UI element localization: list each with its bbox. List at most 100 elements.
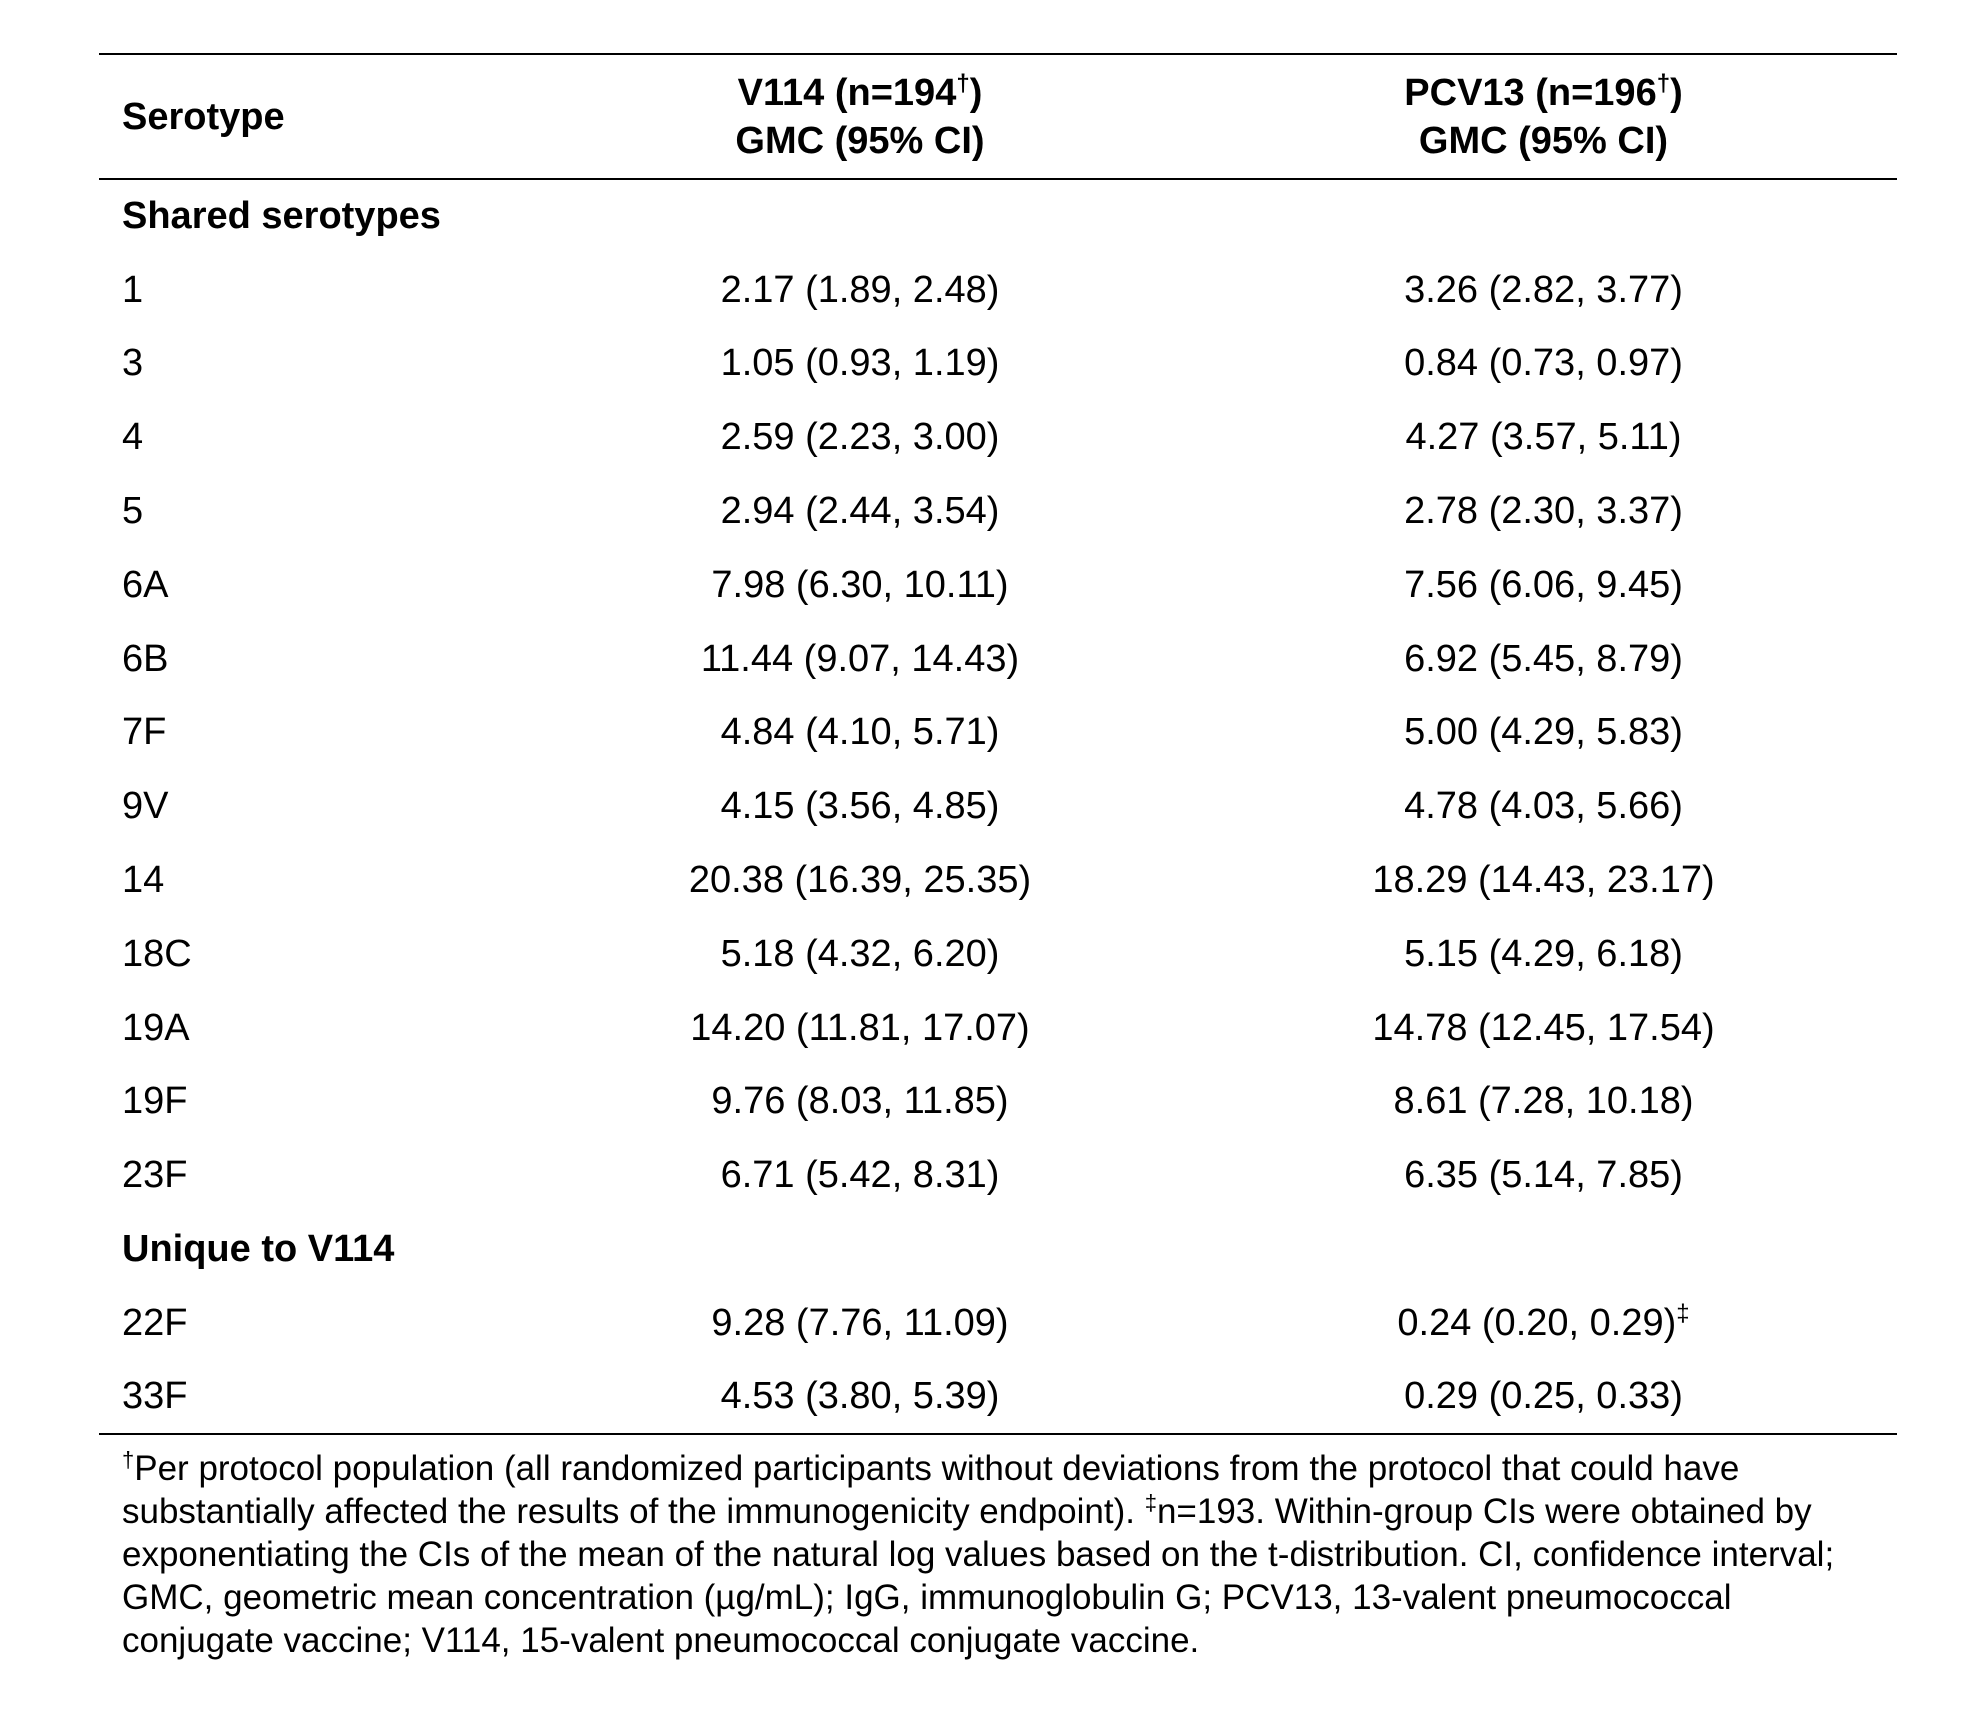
- serotype-cell: 33F: [99, 1359, 530, 1435]
- pcv13-gmc-value: 0.84 (0.73, 0.97): [1404, 342, 1683, 385]
- header-v114-line2: GMC (95% CI): [735, 119, 985, 162]
- pcv13-gmc-value: 3.26 (2.82, 3.77): [1404, 268, 1683, 311]
- pcv13-gmc-cell: 0.84 (0.73, 0.97): [1190, 327, 1897, 401]
- pcv13-gmc-value: 18.29 (14.43, 23.17): [1372, 859, 1715, 902]
- pcv13-gmc-cell: 18.29 (14.43, 23.17): [1190, 843, 1897, 917]
- v114-gmc-cell: 4.15 (3.56, 4.85): [720, 785, 1000, 828]
- serotype-cell: 18C: [122, 932, 192, 975]
- v114-gmc-cell: 9.28 (7.76, 11.09): [711, 1301, 1009, 1344]
- pcv13-gmc-value: 4.27 (3.57, 5.11): [1405, 416, 1682, 459]
- pcv13-gmc-cell: 4.27 (3.57, 5.11): [1190, 400, 1897, 474]
- pcv13-gmc-value: 14.78 (12.45, 17.54): [1372, 1006, 1715, 1049]
- v114-gmc-cell: 11.44 (9.07, 14.43): [700, 637, 1020, 680]
- pcv13-gmc-value: 6.92 (5.45, 8.79): [1404, 637, 1683, 680]
- table-row: 18C 5.18 (4.32, 6.20) 5.15 (4.29, 6.18): [99, 917, 1897, 991]
- header-v114-line1: V114 (n=194: [737, 71, 957, 114]
- footnote-dagger-text: Per protocol population (all randomized …: [122, 1448, 1740, 1531]
- table-body: Shared serotypes 1 2.17 (1.89, 2.48) 3.26 (…: [99, 179, 1897, 1435]
- header-v114-close: ): [969, 71, 983, 114]
- table-row: 5 2.94 (2.44, 3.54) 2.78 (2.30, 3.37): [99, 474, 1897, 548]
- table-row: 19A 14.20 (11.81, 17.07) 14.78 (12.45, 17.…: [99, 991, 1897, 1065]
- v114-gmc-cell: 4.53 (3.80, 5.39): [530, 1359, 1190, 1435]
- table-row: 23F 6.71 (5.42, 8.31) 6.35 (5.14, 7.85): [99, 1138, 1897, 1212]
- pcv13-gmc-cell: 5.15 (4.29, 6.18): [1190, 917, 1897, 991]
- dagger-mark: †: [122, 1446, 135, 1472]
- pcv13-gmc-cell: 5.00 (4.29, 5.83): [1190, 696, 1897, 770]
- pcv13-gmc-cell: 8.61 (7.28, 10.18): [1190, 1065, 1897, 1139]
- pcv13-gmc-cell: 14.78 (12.45, 17.54): [1190, 991, 1897, 1065]
- table-row: 9V 4.15 (3.56, 4.85) 4.78 (4.03, 5.66): [99, 769, 1897, 843]
- pcv13-gmc-cell: 7.56 (6.06, 9.45): [1190, 548, 1897, 622]
- pcv13-gmc-value: 5.15 (4.29, 6.18): [1404, 932, 1683, 975]
- v114-gmc-cell: 6.71 (5.42, 8.31): [720, 1154, 1000, 1197]
- table-row: 22F 9.28 (7.76, 11.09) 0.24 (0.20, 0.29)‡: [99, 1286, 1897, 1360]
- table-row: 4 2.59 (2.23, 3.00) 4.27 (3.57, 5.11): [99, 400, 1897, 474]
- table-row: 6B 11.44 (9.07, 14.43) 6.92 (5.45, 8.79): [99, 622, 1897, 696]
- serotype-cell: 23F: [122, 1154, 188, 1197]
- table-row: 14 20.38 (16.39, 25.35) 18.29 (14.43, 23.1…: [99, 843, 1897, 917]
- pcv13-gmc-value: 8.61 (7.28, 10.18): [1393, 1080, 1694, 1123]
- header-serotype: Serotype: [99, 55, 530, 180]
- dagger-mark: †: [956, 69, 970, 97]
- pcv13-gmc-value: 6.35 (5.14, 7.85): [1404, 1154, 1683, 1197]
- serotype-cell: 6A: [122, 563, 169, 606]
- table-row: 1 2.17 (1.89, 2.48) 3.26 (2.82, 3.77): [99, 253, 1897, 327]
- footnote-ddagger-text: n=193. Within-group CIs were obtained by…: [122, 1491, 1835, 1660]
- serotype-cell: 6B: [122, 637, 169, 680]
- table-row: 3 1.05 (0.93, 1.19) 0.84 (0.73, 0.97): [99, 327, 1897, 401]
- gmc-table-document: Serotype V114 (n=194†) GMC (95% CI) PCV1…: [99, 53, 1897, 1662]
- pcv13-gmc-value: 0.29 (0.25, 0.33): [1404, 1375, 1683, 1418]
- double-dagger-mark: ‡: [1144, 1489, 1157, 1515]
- section-title: Shared serotypes: [122, 195, 441, 238]
- section-header-row: Shared serotypes: [99, 179, 1897, 253]
- v114-gmc-cell: 2.59 (2.23, 3.00): [720, 416, 1000, 459]
- pcv13-gmc-value: 4.78 (4.03, 5.66): [1404, 785, 1683, 828]
- serotype-cell: 4: [122, 416, 144, 459]
- table-top-rule: [99, 53, 1897, 55]
- pcv13-gmc-cell: 0.29 (0.25, 0.33): [1190, 1359, 1897, 1435]
- pcv13-gmc-cell: 2.78 (2.30, 3.37): [1190, 474, 1897, 548]
- serotype-cell: 19A: [122, 1006, 190, 1049]
- serotype-cell: 1: [122, 268, 144, 311]
- table-row: 6A 7.98 (6.30, 10.11) 7.56 (6.06, 9.45): [99, 548, 1897, 622]
- table-footnote: †Per protocol population (all randomized…: [99, 1447, 1897, 1662]
- table-row: 19F 9.76 (8.03, 11.85) 8.61 (7.28, 10.18): [99, 1065, 1897, 1139]
- pcv13-gmc-cell: 4.78 (4.03, 5.66): [1190, 769, 1897, 843]
- pcv13-gmc-cell: 0.24 (0.20, 0.29)‡: [1190, 1286, 1897, 1360]
- serotype-cell: 7F: [122, 711, 167, 754]
- pcv13-gmc-cell: 3.26 (2.82, 3.77): [1190, 253, 1897, 327]
- dagger-mark: †: [1656, 69, 1671, 97]
- v114-gmc-cell: 20.38 (16.39, 25.35): [688, 859, 1032, 902]
- table-header-row: Serotype V114 (n=194†) GMC (95% CI) PCV1…: [99, 55, 1897, 180]
- pcv13-gmc-value: 5.00 (4.29, 5.83): [1404, 711, 1683, 754]
- serotype-cell: 14: [122, 859, 165, 902]
- v114-gmc-cell: 14.20 (11.81, 17.07): [690, 1006, 1030, 1049]
- serotype-cell: 3: [122, 342, 144, 385]
- pcv13-gmc-cell: 6.92 (5.45, 8.79): [1190, 622, 1897, 696]
- v114-gmc-cell: 9.76 (8.03, 11.85): [711, 1080, 1009, 1123]
- pcv13-gmc-value: 7.56 (6.06, 9.45): [1404, 563, 1683, 606]
- header-pcv13-close: ): [1670, 71, 1683, 114]
- v114-gmc-cell: 2.94 (2.44, 3.54): [720, 490, 1000, 533]
- pcv13-gmc-value: 2.78 (2.30, 3.37): [1404, 490, 1683, 533]
- double-dagger-mark: ‡: [1676, 1299, 1690, 1327]
- v114-gmc-cell: 2.17 (1.89, 2.48): [720, 268, 1000, 311]
- serotype-cell: 9V: [122, 785, 169, 828]
- v114-gmc-cell: 7.98 (6.30, 10.11): [711, 563, 1009, 606]
- header-v114: V114 (n=194†) GMC (95% CI): [530, 55, 1190, 180]
- pcv13-gmc-cell: 6.35 (5.14, 7.85): [1190, 1138, 1897, 1212]
- header-pcv13-line2: GMC (95% CI): [1418, 119, 1669, 162]
- section-header-row: Unique to V114: [99, 1212, 1897, 1286]
- gmc-table: Serotype V114 (n=194†) GMC (95% CI) PCV1…: [99, 55, 1897, 1435]
- serotype-cell: 19F: [122, 1080, 188, 1123]
- v114-gmc-cell: 1.05 (0.93, 1.19): [720, 342, 1000, 385]
- v114-gmc-cell: 5.18 (4.32, 6.20): [720, 932, 1000, 975]
- section-title: Unique to V114: [122, 1228, 395, 1271]
- table-row: 7F 4.84 (4.10, 5.71) 5.00 (4.29, 5.83): [99, 696, 1897, 770]
- header-pcv13: PCV13 (n=196†) GMC (95% CI): [1190, 55, 1897, 180]
- pcv13-gmc-value: 0.24 (0.20, 0.29): [1397, 1301, 1677, 1344]
- table-row: 33F 4.53 (3.80, 5.39) 0.29 (0.25, 0.33): [99, 1359, 1897, 1435]
- serotype-cell: 22F: [122, 1301, 188, 1344]
- header-pcv13-line1: PCV13 (n=196: [1404, 71, 1657, 114]
- serotype-cell: 5: [122, 490, 144, 533]
